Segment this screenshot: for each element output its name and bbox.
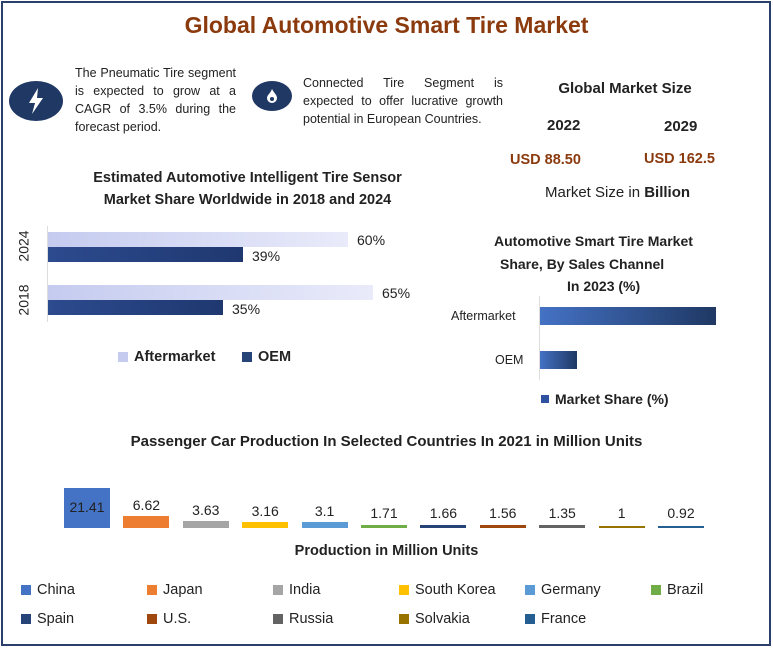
value-label: 1.71 [370, 505, 398, 521]
channel-chart-title-1: Automotive Smart Tire Market [494, 233, 693, 249]
legend-aftermarket: Aftermarket [118, 349, 215, 365]
bar-u-s- [479, 525, 526, 528]
value-label: 1.35 [548, 505, 576, 521]
page-title: Global Automotive Smart Tire Market [184, 12, 589, 38]
value-label: 6.62 [132, 496, 161, 513]
category-aftermarket: Aftermarket [451, 309, 516, 323]
value-label: 0.92 [667, 505, 695, 521]
legend-market-share: Market Share (%) [541, 391, 669, 407]
label-2018-oem: 35% [232, 301, 261, 317]
sensor-chart-title: Estimated Automotive Intelligent Tire Se… [93, 170, 402, 208]
value-label: 3.16 [251, 503, 279, 520]
bar-spain [420, 524, 467, 528]
bar-india [182, 521, 229, 528]
legend-item: Japan [147, 582, 203, 598]
value-label: 1 [617, 505, 626, 521]
year-2022: 2022 [547, 117, 581, 134]
category-2018: 2018 [15, 284, 32, 316]
legend-item: France [525, 611, 586, 627]
bar-2024-aftermarket [48, 232, 348, 247]
value-label: 1.66 [429, 505, 458, 521]
channel-chart-title-3: In 2023 (%) [567, 278, 641, 294]
legend-item: India [273, 582, 320, 598]
bar-china [64, 487, 110, 528]
bar-solvakia [598, 526, 645, 528]
legend-oem: OEM [242, 349, 291, 365]
value-2029: USD 162.5 [644, 151, 715, 167]
bar-germany [301, 522, 348, 528]
market-size-unit: Market Size in Billion [545, 184, 691, 201]
production-axis-label: Production in Million Units [294, 543, 479, 559]
bar-2024-oem [48, 247, 243, 262]
bar-aftermarket [540, 307, 716, 325]
legend-item: Solvakia [399, 611, 470, 627]
bar-russia [539, 525, 586, 528]
value-label: 3.1 [314, 503, 335, 520]
bar-2018-aftermarket [48, 285, 373, 300]
value-2022: USD 88.50 [510, 152, 581, 168]
legend-item: South Korea [399, 582, 496, 598]
legend-item: Brazil [651, 582, 703, 598]
channel-chart-title-2: Share, By Sales Channel [500, 256, 665, 272]
label-2024-aftermarket: 60% [357, 232, 386, 248]
legend-item: China [21, 582, 75, 598]
production-chart-title: Passenger Car Production In Selected Cou… [130, 433, 643, 450]
bar-oem [540, 351, 577, 369]
value-label: 21.41 [69, 499, 105, 515]
legend-item: Spain [21, 611, 74, 627]
value-label: 3.63 [192, 502, 220, 519]
bar-france [658, 526, 704, 528]
category-oem: OEM [495, 353, 524, 367]
label-2024-oem: 39% [252, 248, 281, 264]
value-label: 1.56 [489, 505, 517, 521]
note-pneumatic: The Pneumatic Tire segment is expected t… [75, 66, 236, 134]
category-2024: 2024 [15, 230, 32, 262]
legend-item: Germany [525, 582, 601, 598]
year-2029: 2029 [664, 118, 698, 135]
legend-item: Russia [273, 611, 333, 627]
market-size-heading: Global Market Size [558, 80, 692, 97]
note-connected: Connected Tire Segment is expected to of… [303, 76, 503, 126]
lightning-icon [9, 81, 63, 121]
bar-japan [123, 515, 170, 528]
bar-brazil [361, 524, 407, 528]
label-2018-aftermarket: 65% [382, 285, 411, 301]
bar-south-korea [242, 522, 289, 528]
legend-item: U.S. [147, 611, 191, 627]
bar-2018-oem [48, 300, 223, 315]
flame-icon [252, 81, 292, 111]
